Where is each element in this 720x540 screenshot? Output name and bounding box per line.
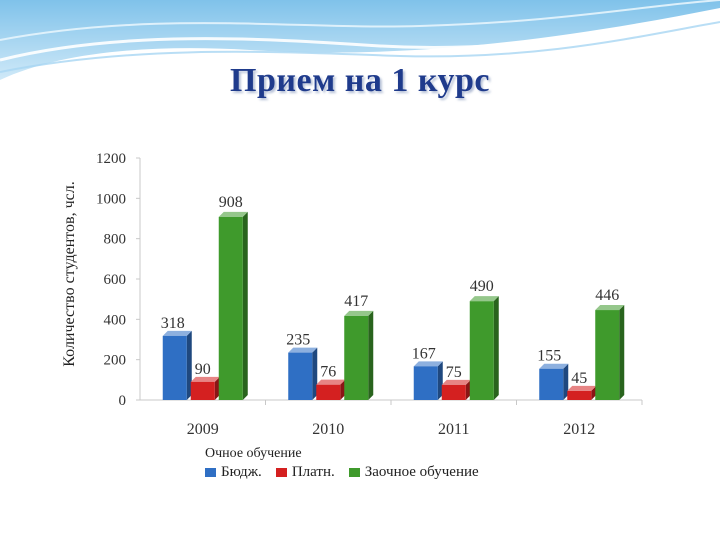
bar-side [493,296,499,400]
chart-axes: 0 200 400 600 800 1000 1200 Количество студенто… [61,151,643,438]
y-tick-label: 1000 [96,191,126,207]
bar [190,376,220,400]
chart-bars [162,211,625,400]
bar [595,305,625,400]
data-label: 90 [195,361,211,378]
x-tick-label: 2010 [312,421,344,438]
bar-top [344,310,374,316]
bar-side [591,385,597,400]
bar [469,296,499,400]
y-tick-label: 1200 [96,151,126,167]
bar-front [413,366,438,400]
y-tick-label: 400 [104,312,127,328]
legend-item-budget: Бюдж. [205,464,262,481]
bar-top [441,379,471,385]
bar [162,330,192,400]
bar-top [413,361,443,367]
bar-front [162,335,187,400]
bar-side [563,363,569,400]
bar-front [316,384,341,400]
bar [344,310,374,400]
bar-top [218,211,248,217]
x-tick-label: 2009 [187,421,219,438]
bar-front [469,301,494,400]
bar-front [218,216,243,400]
y-tick-label: 800 [104,232,127,248]
y-axis-title: Количество студентов, чсл. [61,181,78,366]
bar-top [162,330,192,336]
bar-top [539,363,569,369]
bar-top [595,305,625,311]
legend-label-budget: Бюдж. [221,464,262,480]
bar [316,379,346,400]
x-tick-label: 2011 [438,421,469,438]
chart-data-labels: 318 90 908 235 76 417 167 75 490 155 45 446 [161,194,620,387]
data-label: 75 [446,364,462,381]
data-label: 155 [537,348,561,365]
legend-item-paid: Платн. [275,464,335,481]
data-label: 235 [286,332,310,349]
bar-side [437,361,443,400]
data-label: 318 [161,315,185,332]
bar [218,211,248,400]
legend-caption: Очное обучение [205,446,302,461]
header-wave-decoration [0,0,720,80]
bar-side [312,347,318,400]
bar-front [595,310,620,400]
bar [567,385,597,400]
legend-swatch-correspondence [348,468,360,477]
bar [539,363,569,400]
bar-front [344,315,369,400]
bar-top [190,376,220,382]
bar-front [190,381,215,400]
bar-front [539,368,564,400]
bar-side [619,305,625,400]
bar-top [316,379,346,385]
slide-title: Прием на 1 курс [230,62,490,99]
bar-front [567,390,592,400]
bar-top [469,296,499,302]
data-label: 45 [571,370,587,387]
bar-side [242,211,248,400]
bar-top [567,385,597,391]
x-tick-label: 2012 [563,421,595,438]
bar-side [465,379,471,400]
bar-front [441,384,466,400]
y-tick-label: 600 [104,272,127,288]
legend-item-correspondence: Заочное обучение [348,464,479,481]
data-label: 490 [470,278,494,295]
legend-swatch-paid [275,468,287,477]
legend-label-correspondence: Заочное обучение [364,464,479,480]
legend-swatch-budget [205,468,216,477]
y-tick-label: 200 [104,353,127,369]
bar-side [368,310,374,400]
data-label: 417 [344,293,368,310]
data-label: 167 [412,345,436,362]
bar [441,379,471,400]
bar [288,347,318,400]
bar-front [288,352,313,400]
bar [413,361,443,400]
bar-side [186,330,192,400]
data-label: 908 [219,194,243,211]
legend-label-paid: Платн. [291,464,335,480]
bar-side [214,376,220,400]
data-label: 446 [595,287,619,304]
bar-side [340,379,346,400]
data-label: 76 [320,364,336,381]
chart-legend: Бюдж. Платн. Заочное обучение [205,464,479,481]
bar-top [288,347,318,353]
y-tick-label: 0 [119,393,127,409]
